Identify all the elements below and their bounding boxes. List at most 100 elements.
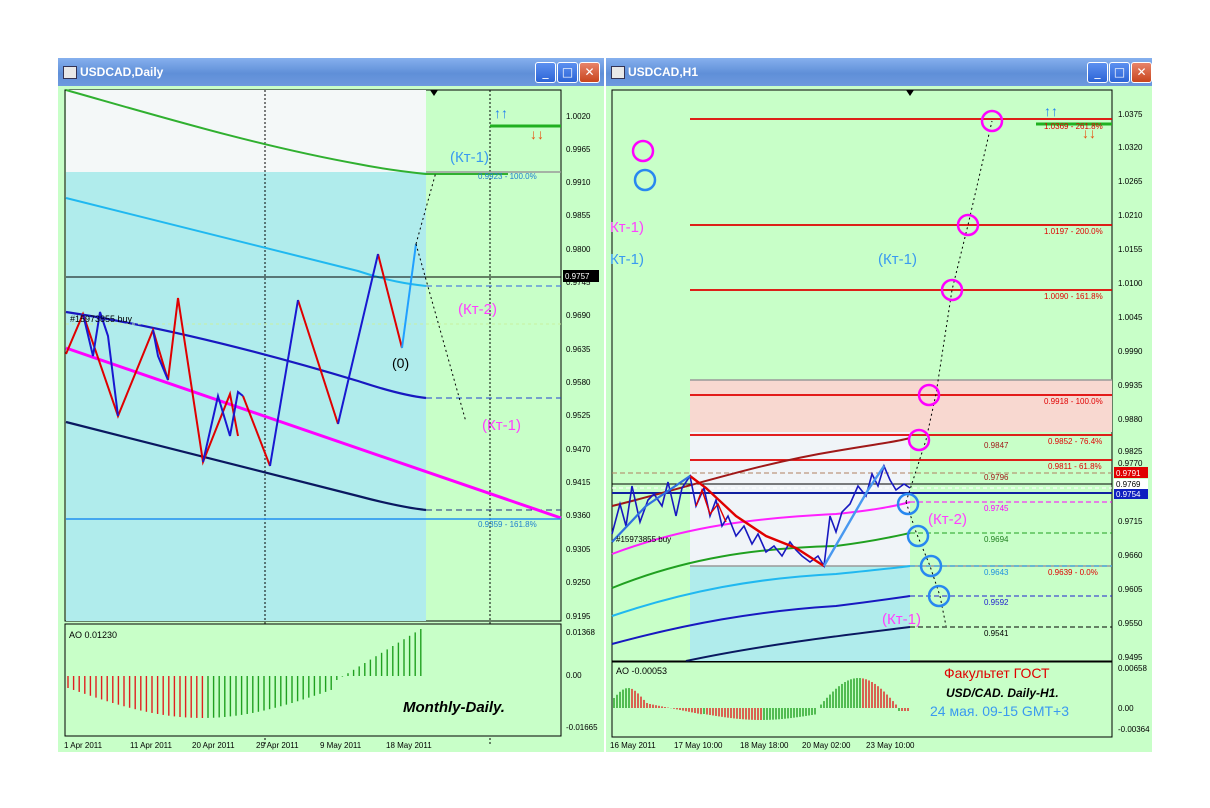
- date-tick: 11 Apr 2011: [130, 741, 173, 750]
- annotation-kt2: (Кт-2): [928, 511, 967, 528]
- date-tick: 18 May 18:00: [740, 741, 789, 750]
- date-tick: 29 Apr 2011: [256, 741, 299, 750]
- price-tick: 1.0155: [1118, 245, 1143, 254]
- legend-circle: [633, 168, 657, 192]
- price-tag-red: [1114, 467, 1148, 478]
- price-tick: 1.0320: [1118, 143, 1143, 152]
- chart-window-icon: [611, 66, 625, 79]
- price-axis: 1.0020 0.9965 0.9910 0.9855 0.9800 0.974…: [566, 112, 591, 621]
- level-label: 0.9745: [984, 504, 1009, 513]
- minimize-button[interactable]: _: [535, 62, 556, 83]
- target-circles-magenta: [631, 109, 1004, 452]
- right-chart-area[interactable]: ↑↑ ↓↓: [606, 86, 1152, 752]
- price-tick: 0.9360: [566, 511, 591, 520]
- fib-label: 0.9923 - 100.0%: [478, 172, 537, 181]
- right-window-title: USDCAD,H1: [628, 65, 699, 79]
- caption-date: 24 мая. 09-15 GMT+3: [930, 703, 1069, 719]
- buy-order-label: #15973855 buy: [616, 535, 671, 544]
- price-tick: 0.9415: [566, 478, 591, 487]
- close-button[interactable]: ✕: [579, 62, 600, 83]
- target-circle: [906, 524, 930, 548]
- caption-faculty: Факультет ГОСТ: [944, 665, 1050, 681]
- current-price-tag: [563, 270, 599, 282]
- target-circle: [917, 383, 941, 407]
- price-tick: 1.0020: [566, 112, 591, 121]
- price-tick: 0.9825: [1118, 447, 1143, 456]
- price-tick: 1.0375: [1118, 110, 1143, 119]
- price-axis: 1.0375 1.0320 1.0265 1.0210 1.0155 1.010…: [1118, 110, 1143, 662]
- left-chart-window: USDCAD,Daily _ □ ✕: [58, 58, 604, 752]
- price-tick: 1.0265: [1118, 177, 1143, 186]
- ao-label: AO 0.01230: [69, 630, 117, 640]
- legend-circle: [631, 139, 655, 163]
- price-tick: 0.9495: [1118, 653, 1143, 662]
- level-label: 0.9796: [984, 473, 1009, 482]
- right-titlebar[interactable]: USDCAD,H1 _ □ ✕: [606, 58, 1152, 86]
- date-tick: 16 May 2011: [610, 741, 656, 750]
- ao-panel: [611, 661, 1113, 738]
- ao-axis: 0.01368 0.00 -0.01665: [566, 628, 598, 732]
- price-tick: 0.9745: [566, 278, 591, 287]
- price-tag-value: 0.9791: [1116, 469, 1141, 478]
- date-tick: 1 Apr 2011: [64, 741, 103, 750]
- date-tick: 20 Apr 2011: [192, 741, 235, 750]
- left-titlebar[interactable]: USDCAD,Daily _ □ ✕: [58, 58, 604, 86]
- annotation-kt1-top: (Кт-1): [450, 149, 489, 166]
- ao-tick: -0.01665: [566, 723, 598, 732]
- price-tick: 0.9525: [566, 411, 591, 420]
- timeframe-watermark: Monthly-Daily.: [403, 699, 505, 716]
- annotation-kt1-upper: (Кт-1): [878, 251, 917, 268]
- level-label: 0.9694: [984, 535, 1009, 544]
- close-button[interactable]: ✕: [1131, 62, 1152, 83]
- price-tick: 0.9800: [566, 245, 591, 254]
- fib-label: 0.9639 - 0.0%: [1048, 568, 1098, 577]
- ao-panel: [64, 623, 562, 737]
- annotation-kt1-left-blue: Кт-1): [610, 251, 644, 268]
- minimize-button[interactable]: _: [1087, 62, 1108, 83]
- ao-histogram: [613, 678, 909, 720]
- date-axis: 1 Apr 2011 11 Apr 2011 20 Apr 2011 29 Ap…: [64, 741, 432, 750]
- price-tick: 0.9660: [1118, 551, 1143, 560]
- annotation-kt1-bottom: (Кт-1): [482, 417, 521, 434]
- date-tick: 9 May 2011: [320, 741, 362, 750]
- fib-label: 0.9811 - 61.8%: [1048, 462, 1102, 471]
- target-circle: [896, 492, 920, 516]
- ao-label: AO -0.00053: [616, 666, 667, 676]
- date-tick: 20 May 02:00: [802, 741, 851, 750]
- ao-tick: -0.00364: [1118, 725, 1150, 734]
- ao-tick: 0.01368: [566, 628, 595, 637]
- fib-label: 1.0197 - 200.0%: [1044, 227, 1103, 236]
- target-circle: [940, 278, 964, 302]
- right-chart-window: USDCAD,H1 _ □ ✕ ↑↑ ↓↓: [606, 58, 1152, 752]
- target-circle: [927, 584, 951, 608]
- price-tick: 0.9990: [1118, 347, 1143, 356]
- price-tick: 0.9195: [566, 612, 591, 621]
- annotation-kt1-left: Кт-1): [610, 219, 644, 236]
- level-label: 0.9541: [984, 629, 1009, 638]
- price-tick: 0.9470: [566, 445, 591, 454]
- up-arrows-icon: ↑↑: [1044, 103, 1058, 119]
- target-circle: [980, 109, 1004, 133]
- down-arrows-icon: ↓↓: [1082, 125, 1096, 141]
- target-circles-blue: [633, 168, 951, 608]
- level-label: 0.9847: [984, 441, 1009, 450]
- price-tick: 0.9250: [566, 578, 591, 587]
- marker-zero: (0): [392, 355, 409, 371]
- left-chart-area[interactable]: ↑↑ ↓↓ #15973855 buy (0) (Кт-1) (Кт-2) (К…: [58, 86, 604, 752]
- maximize-button[interactable]: □: [557, 62, 578, 83]
- price-tick: 0.9715: [1118, 517, 1143, 526]
- price-tick: 1.0100: [1118, 279, 1143, 288]
- price-tick: 0.9690: [566, 311, 591, 320]
- maximize-button[interactable]: □: [1109, 62, 1130, 83]
- down-arrows-icon: ↓↓: [530, 126, 544, 142]
- level-label: 0.9592: [984, 598, 1009, 607]
- target-circle: [907, 428, 931, 452]
- level-label: 0.9643: [984, 568, 1009, 577]
- target-circle: [919, 554, 943, 578]
- annotation-kt1-bottom: (Кт-1): [882, 611, 921, 628]
- fib-label: 1.0090 - 161.8%: [1044, 292, 1103, 301]
- ao-tick: 0.00: [1118, 704, 1134, 713]
- price-tick: 1.0210: [1118, 211, 1143, 220]
- ao-tick: 0.00658: [1118, 664, 1147, 673]
- date-tick: 18 May 2011: [386, 741, 432, 750]
